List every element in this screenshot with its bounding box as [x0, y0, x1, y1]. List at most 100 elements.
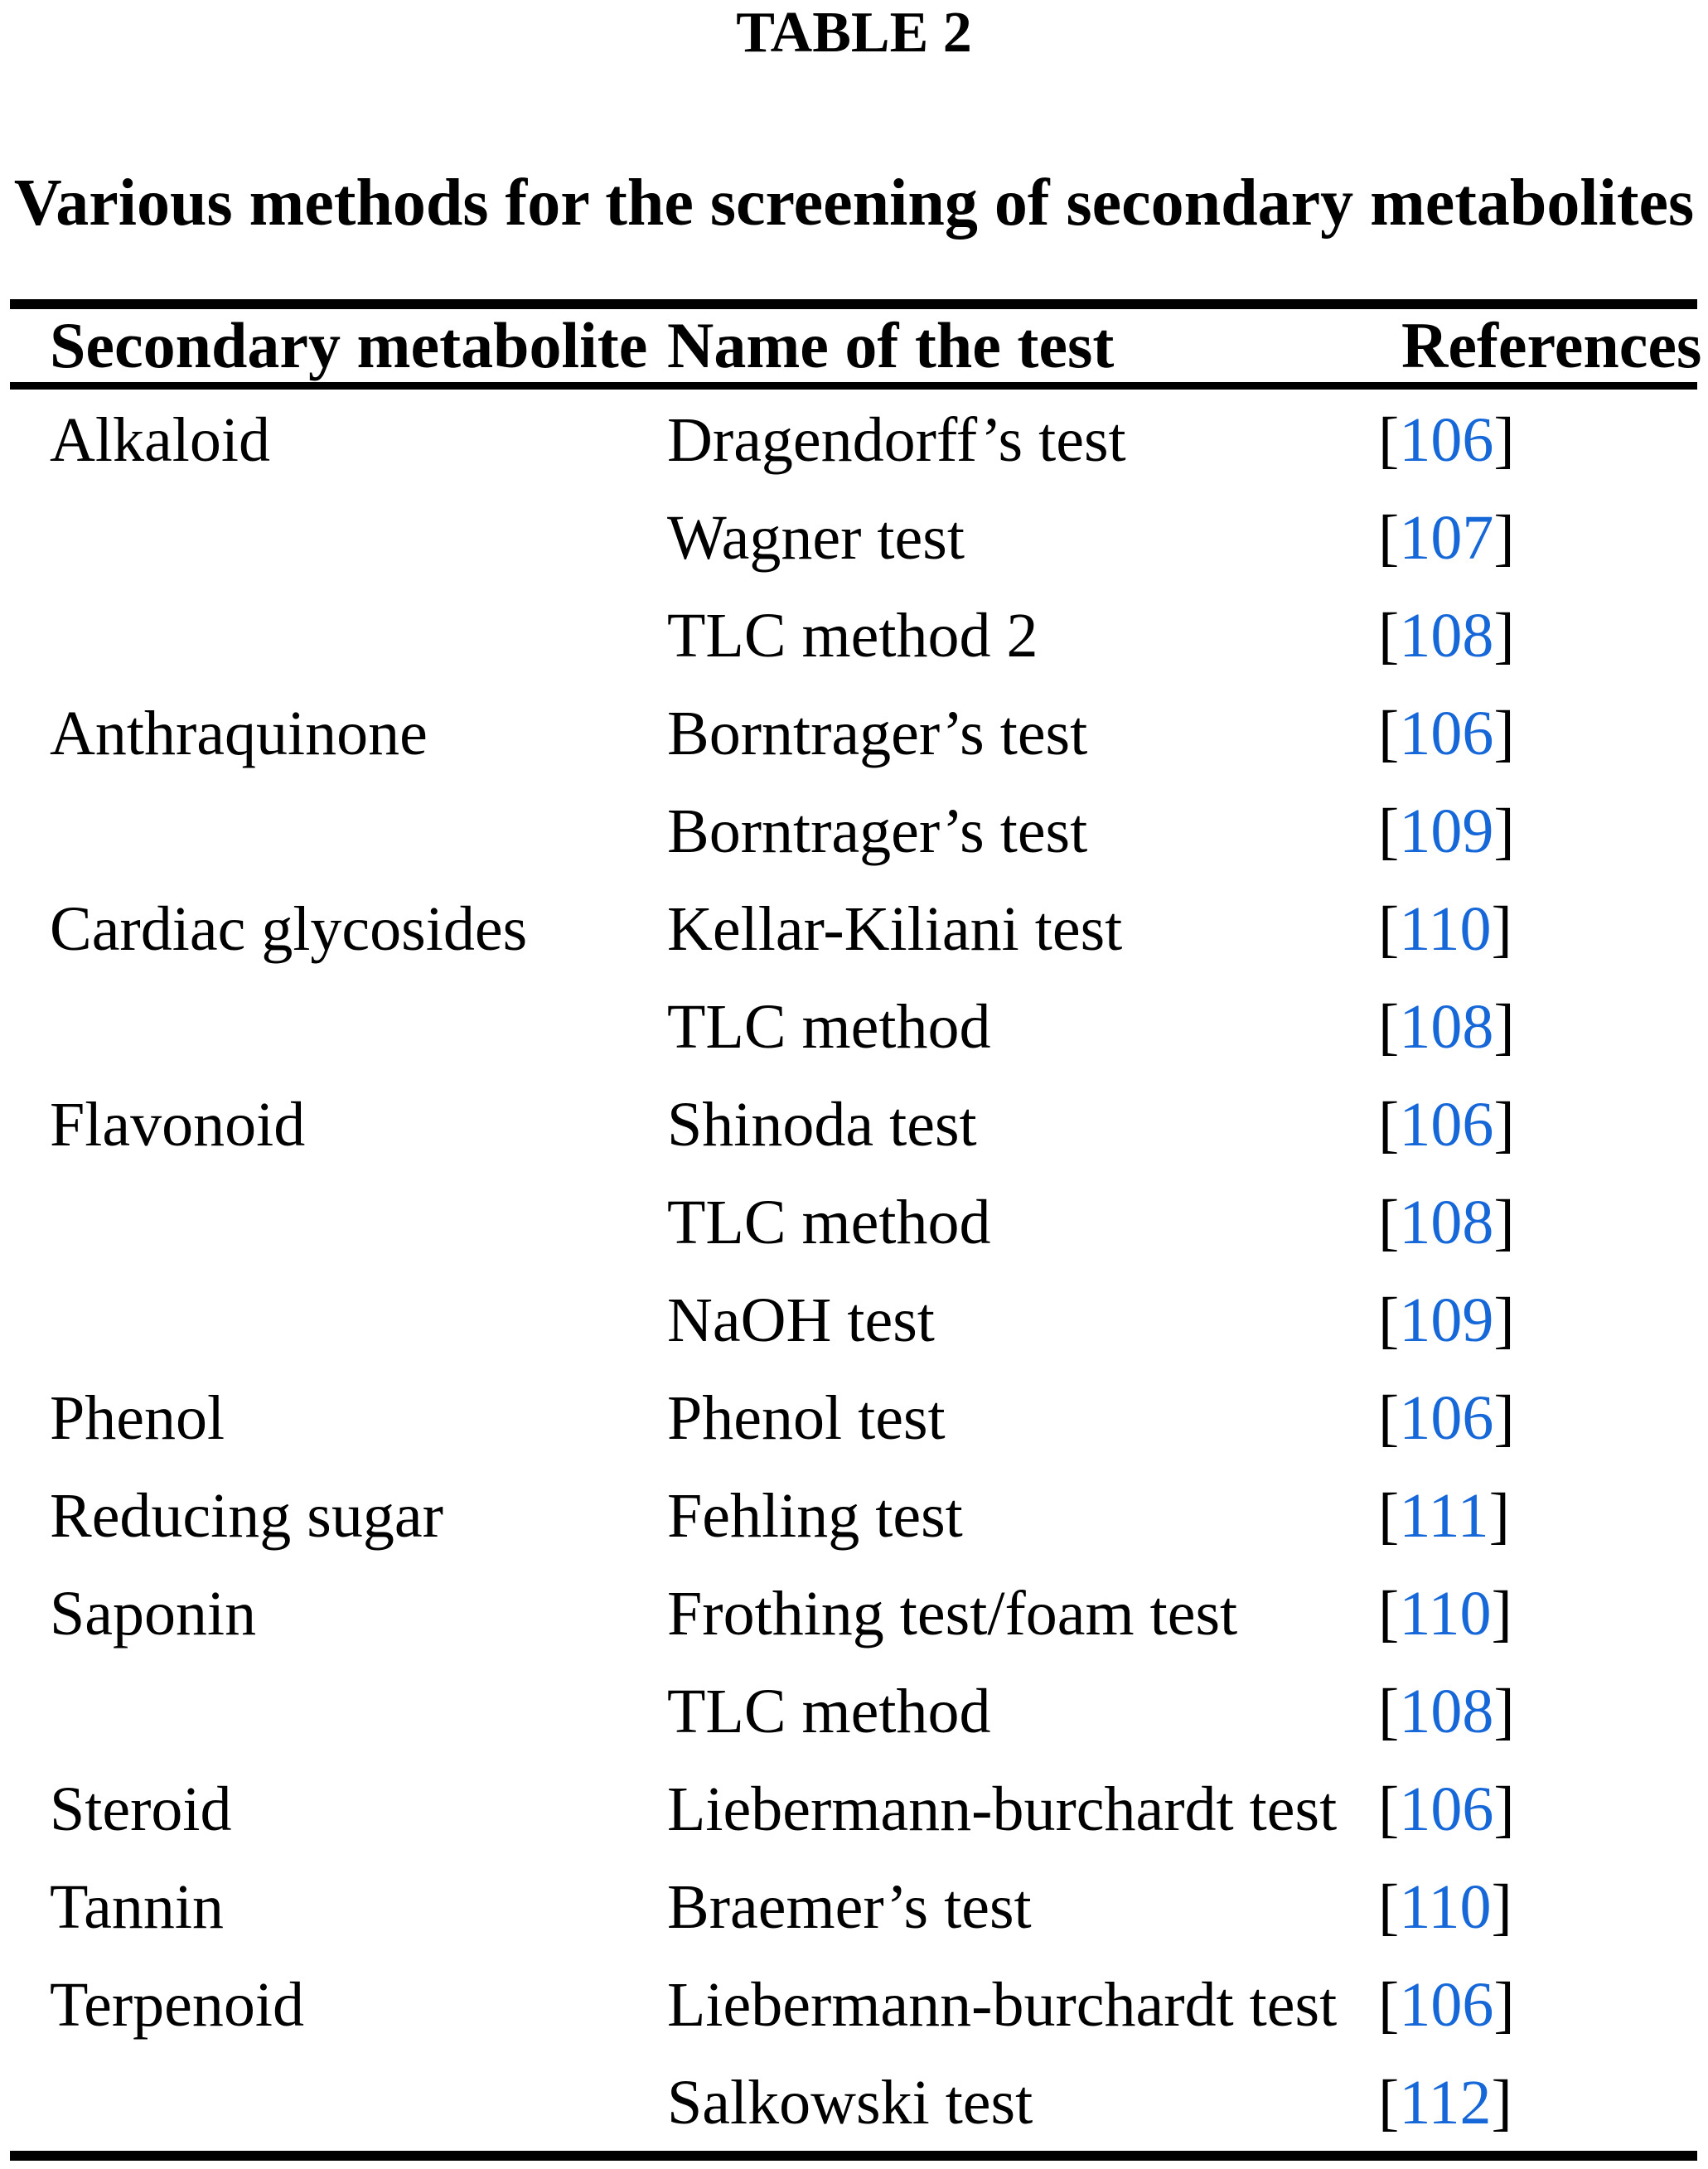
- ref-bracket-close: ]: [1493, 503, 1515, 573]
- ref-bracket-close: ]: [1493, 1970, 1515, 2040]
- reference-cell: [106]: [1378, 1956, 1708, 2054]
- ref-bracket-open: [: [1378, 601, 1400, 671]
- table-row: TLC method [108]: [0, 1663, 1708, 1760]
- reference-link[interactable]: 110: [1399, 1579, 1492, 1649]
- reference-link[interactable]: 110: [1399, 1872, 1492, 1942]
- ref-bracket-open: [: [1378, 992, 1400, 1062]
- metabolite-cell: [50, 2054, 667, 2152]
- ref-bracket-close: ]: [1491, 1579, 1512, 1649]
- ref-bracket-close: ]: [1493, 1677, 1515, 1746]
- test-name-cell: Salkowski test: [667, 2068, 1033, 2138]
- ref-bracket-open: [: [1378, 1579, 1400, 1649]
- reference-link[interactable]: 108: [1399, 1188, 1494, 1257]
- ref-bracket-close: ]: [1491, 2068, 1512, 2138]
- reference-link[interactable]: 106: [1399, 1970, 1494, 2040]
- reference-cell: [108]: [1378, 978, 1708, 1076]
- reference-link[interactable]: 106: [1399, 1774, 1494, 1844]
- reference-link[interactable]: 107: [1399, 503, 1494, 573]
- metabolite-cell: Alkaloid: [50, 405, 270, 475]
- test-name-cell: Liebermann-burchardt test: [667, 1970, 1338, 2040]
- metabolite-cell: Phenol: [50, 1383, 225, 1453]
- reference-link[interactable]: 111: [1399, 1481, 1489, 1551]
- column-header-references: References: [1401, 309, 1702, 381]
- reference-link[interactable]: 108: [1399, 1677, 1494, 1746]
- table-row: Phenol Phenol test [106]: [0, 1369, 1708, 1467]
- ref-bracket-close: ]: [1493, 1285, 1515, 1355]
- reference-cell: [108]: [1378, 587, 1708, 685]
- ref-bracket-open: [: [1378, 1090, 1400, 1160]
- reference-cell: [110]: [1378, 1565, 1708, 1663]
- reference-cell: [109]: [1378, 782, 1708, 880]
- reference-cell: [107]: [1378, 489, 1708, 587]
- table-row: TLC method [108]: [0, 1174, 1708, 1271]
- metabolite-cell: Anthraquinone: [50, 699, 428, 768]
- ref-bracket-open: [: [1378, 1872, 1400, 1942]
- table-row: Cardiac glycosides Kellar-Kiliani test [11…: [0, 880, 1708, 978]
- table-caption: Various methods for the screening of sec…: [13, 167, 1695, 240]
- ref-bracket-open: [: [1378, 699, 1400, 768]
- table-bottom-rule: [10, 2151, 1697, 2161]
- metabolite-cell: [50, 782, 667, 880]
- table-row: NaOH test [109]: [0, 1271, 1708, 1369]
- table-header-row: Secondary metabolite Name of the test Re…: [0, 308, 1708, 382]
- table-row: Flavonoid Shinoda test [106]: [0, 1076, 1708, 1174]
- test-name-cell: Liebermann-burchardt test: [667, 1774, 1338, 1844]
- reference-link[interactable]: 108: [1399, 992, 1494, 1062]
- ref-bracket-close: ]: [1491, 894, 1512, 964]
- test-name-cell: TLC method: [667, 992, 991, 1062]
- metabolite-cell: [50, 978, 667, 1076]
- test-name-cell: Kellar-Kiliani test: [667, 894, 1123, 964]
- ref-bracket-open: [: [1378, 1677, 1400, 1746]
- reference-cell: [112]: [1378, 2054, 1708, 2152]
- table-row: Terpenoid Liebermann-burchardt test [106]: [0, 1956, 1708, 2054]
- reference-cell: [108]: [1378, 1663, 1708, 1760]
- reference-link[interactable]: 112: [1399, 2068, 1492, 2138]
- reference-link[interactable]: 106: [1399, 1090, 1494, 1160]
- reference-cell: [106]: [1378, 1369, 1708, 1467]
- ref-bracket-open: [: [1378, 1481, 1400, 1551]
- test-name-cell: Fehling test: [667, 1481, 963, 1551]
- ref-bracket-open: [: [1378, 1970, 1400, 2040]
- test-name-cell: TLC method: [667, 1677, 991, 1746]
- reference-link[interactable]: 109: [1399, 796, 1494, 866]
- metabolite-cell: [50, 587, 667, 685]
- metabolite-cell: [50, 1174, 667, 1271]
- reference-link[interactable]: 106: [1399, 1383, 1494, 1453]
- ref-bracket-close: ]: [1493, 601, 1515, 671]
- metabolite-cell: Cardiac glycosides: [50, 894, 528, 964]
- reference-link[interactable]: 106: [1399, 405, 1494, 475]
- ref-bracket-close: ]: [1491, 1872, 1512, 1942]
- test-name-cell: Dragendorff’s test: [667, 405, 1126, 475]
- table-row: TLC method 2 [108]: [0, 587, 1708, 685]
- column-header-secondary-metabolite: Secondary metabolite: [50, 309, 648, 381]
- metabolite-cell: [50, 1663, 667, 1760]
- metabolite-cell: [50, 1271, 667, 1369]
- reference-cell: [106]: [1378, 1760, 1708, 1858]
- ref-bracket-close: ]: [1493, 699, 1515, 768]
- metabolite-cell: Tannin: [50, 1872, 224, 1942]
- reference-link[interactable]: 106: [1399, 699, 1494, 768]
- reference-link[interactable]: 108: [1399, 601, 1494, 671]
- ref-bracket-open: [: [1378, 1774, 1400, 1844]
- metabolite-cell: Flavonoid: [50, 1090, 306, 1160]
- reference-link[interactable]: 110: [1399, 894, 1492, 964]
- table-row: Tannin Braemer’s test [110]: [0, 1858, 1708, 1956]
- test-name-cell: Shinoda test: [667, 1090, 977, 1160]
- metabolite-cell: [50, 489, 667, 587]
- ref-bracket-close: ]: [1488, 1481, 1510, 1551]
- ref-bracket-close: ]: [1493, 1090, 1515, 1160]
- metabolite-cell: Reducing sugar: [50, 1481, 443, 1551]
- reference-link[interactable]: 109: [1399, 1285, 1494, 1355]
- ref-bracket-open: [: [1378, 894, 1400, 964]
- table-row: Anthraquinone Borntrager’s test [106]: [0, 685, 1708, 782]
- ref-bracket-open: [: [1378, 1285, 1400, 1355]
- ref-bracket-close: ]: [1493, 796, 1515, 866]
- test-name-cell: Borntrager’s test: [667, 699, 1088, 768]
- test-name-cell: Braemer’s test: [667, 1872, 1032, 1942]
- ref-bracket-open: [: [1378, 2068, 1400, 2138]
- table-number-title: TABLE 2: [736, 1, 972, 65]
- header-separator-rule: [10, 382, 1697, 390]
- ref-bracket-open: [: [1378, 503, 1400, 573]
- metabolite-cell: Saponin: [50, 1579, 257, 1649]
